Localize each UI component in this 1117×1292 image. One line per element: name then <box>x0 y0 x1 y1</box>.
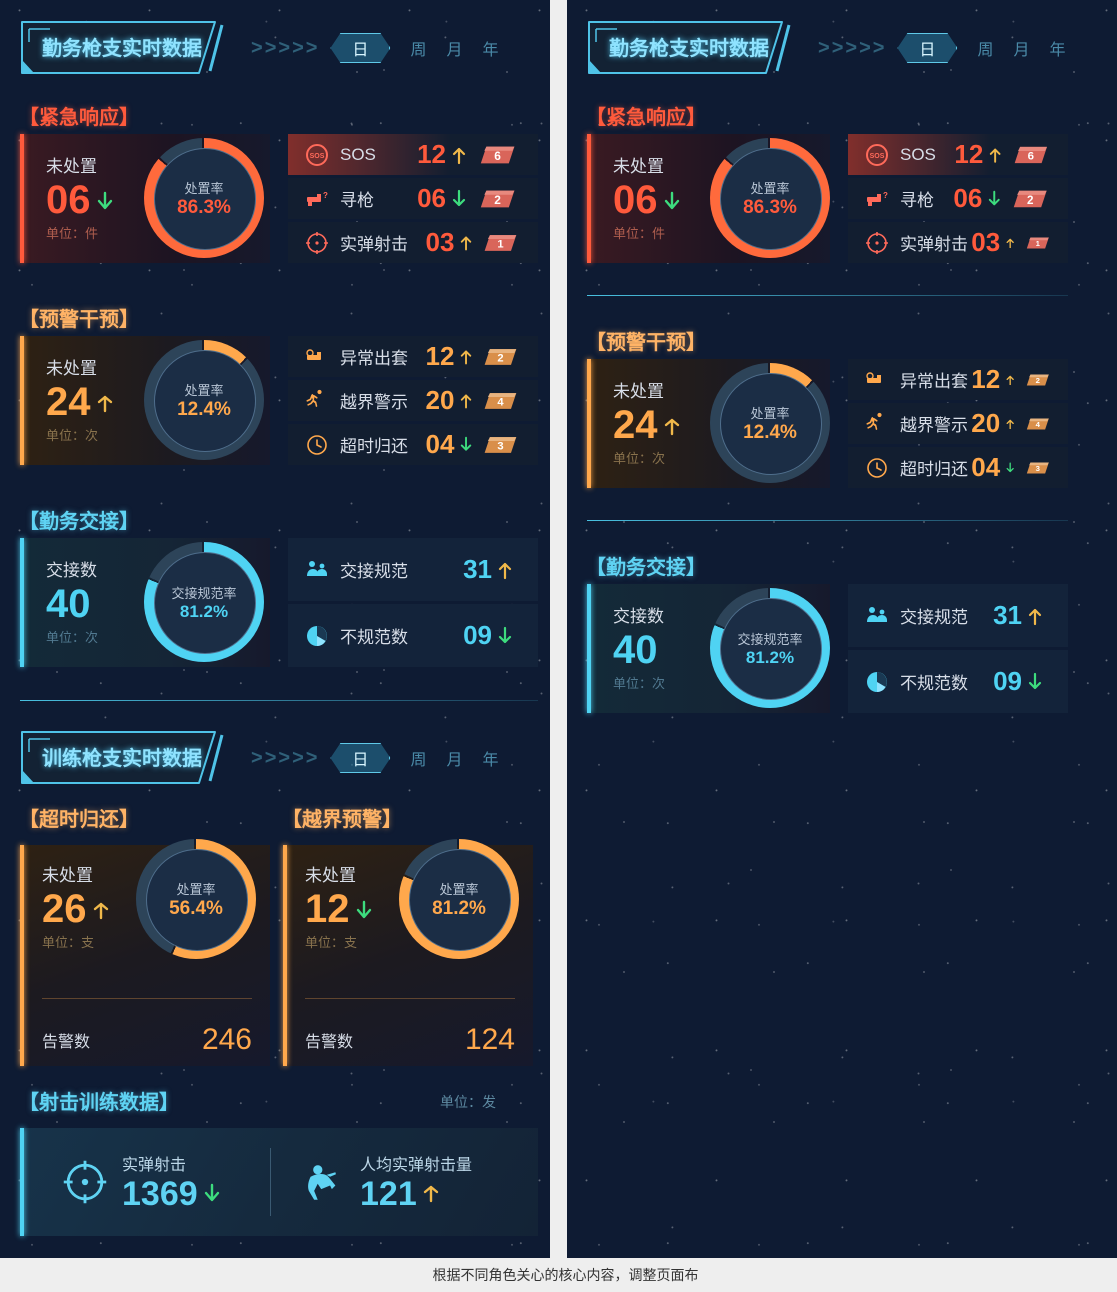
svg-text:2: 2 <box>494 192 501 206</box>
svg-text:4: 4 <box>498 396 505 408</box>
svg-text:勤务枪支实时数据: 勤务枪支实时数据 <box>42 36 202 60</box>
svg-text:SOS: SOS <box>310 153 325 160</box>
svg-text:4: 4 <box>1035 420 1040 429</box>
svg-text:SOS: SOS <box>870 153 885 160</box>
svg-text:6: 6 <box>1027 150 1033 162</box>
svg-text:1: 1 <box>1035 239 1040 248</box>
svg-text:3: 3 <box>1035 464 1040 473</box>
svg-text:勤务枪支实时数据: 勤务枪支实时数据 <box>609 36 769 60</box>
svg-text:2: 2 <box>1035 376 1040 385</box>
svg-text:?: ? <box>323 191 328 200</box>
svg-text:2: 2 <box>1027 193 1034 206</box>
svg-text:训练枪支实时数据: 训练枪支实时数据 <box>42 746 202 770</box>
svg-text:?: ? <box>883 191 888 200</box>
svg-text:2: 2 <box>498 352 504 364</box>
svg-text:6: 6 <box>494 148 501 162</box>
svg-text:1: 1 <box>498 238 504 250</box>
svg-text:3: 3 <box>498 440 504 452</box>
